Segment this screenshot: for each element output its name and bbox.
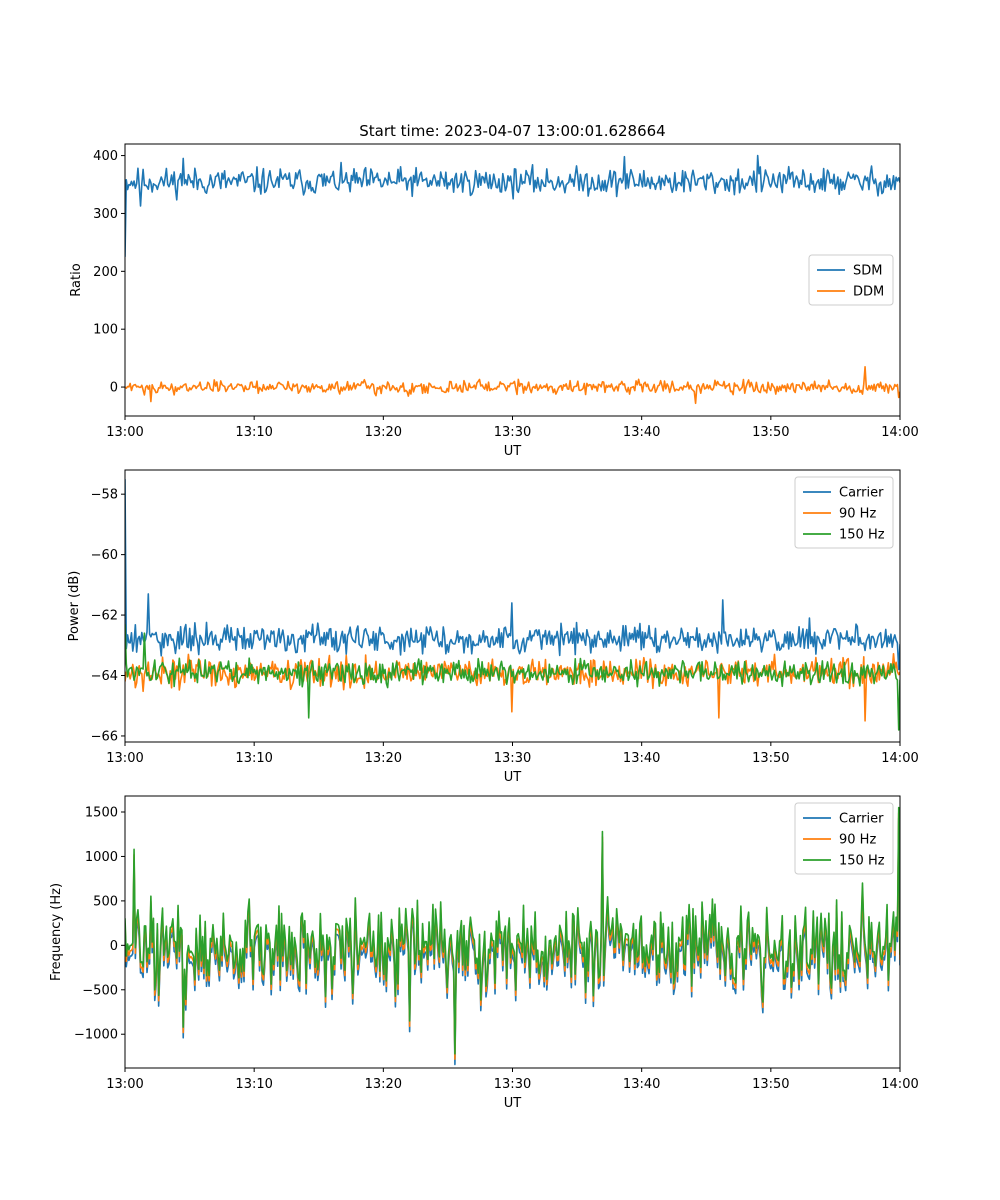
plot-area (125, 154, 900, 405)
plot-area (125, 806, 900, 1066)
legend-box (794, 802, 894, 875)
x-tick-label: 13:40 (623, 425, 660, 440)
panel-1: 13:00 13:10 13:20 13:30 13:40 13:50 14:00 0 100 2… (69, 122, 919, 459)
x-tick-label: 13:40 (623, 751, 660, 766)
series-line-150-hz (125, 624, 900, 731)
legend: Carrier 90 Hz 150 Hz (794, 476, 894, 549)
legend-label: Carrier (839, 486, 884, 501)
series-line-carrier (125, 817, 900, 1066)
x-tick-label: 13:10 (235, 1077, 272, 1092)
y-axis-label: Ratio (69, 263, 84, 296)
x-tick-label: 13:30 (494, 1077, 531, 1092)
x-tick-label: 13:40 (623, 1077, 660, 1092)
y-tick-label: 0 (110, 939, 118, 954)
y-tick-label: 0 (110, 381, 118, 396)
y-tick-label: −1000 (74, 1028, 118, 1043)
x-tick-label: 13:00 (106, 751, 143, 766)
y-axis-label: Frequency (Hz) (49, 883, 64, 981)
x-tick-label: 14:00 (881, 425, 918, 440)
y-tick-label: −64 (91, 669, 118, 684)
x-tick-label: 13:00 (106, 1077, 143, 1092)
y-tick-label: 500 (93, 894, 118, 909)
x-tick-label: 13:50 (752, 1077, 789, 1092)
y-tick-label: 400 (93, 149, 118, 164)
legend: Carrier 90 Hz 150 Hz (794, 802, 894, 875)
y-tick-label: −500 (82, 983, 118, 998)
x-axis-label: UT (504, 1096, 522, 1111)
y-tick-label: −66 (91, 729, 118, 744)
x-tick-label: 13:20 (365, 425, 402, 440)
series-line-ddm (125, 366, 900, 405)
y-tick-label: 100 (93, 323, 118, 338)
x-tick-label: 13:20 (365, 751, 402, 766)
axes-frame (124, 795, 901, 1069)
y-tick-label: −58 (91, 488, 118, 503)
legend-label: SDM (853, 264, 882, 279)
x-tick-label: 13:00 (106, 425, 143, 440)
x-tick-label: 14:00 (881, 751, 918, 766)
y-axis-label: Power (dB) (67, 571, 82, 642)
series-line-90-hz (125, 812, 900, 1060)
legend-label: 90 Hz (839, 507, 876, 522)
y-tick-label: 300 (93, 207, 118, 222)
panel-2: 13:00 13:10 13:20 13:30 13:40 13:50 14:00 −66 −6… (67, 469, 919, 785)
legend-box (808, 254, 894, 306)
x-tick-label: 13:50 (752, 425, 789, 440)
panel-3: 13:00 13:10 13:20 13:30 13:40 13:50 14:00 −1000… (49, 795, 919, 1111)
y-tick-label: 1000 (85, 850, 118, 865)
x-axis-label: UT (504, 444, 522, 459)
x-tick-label: 13:10 (235, 425, 272, 440)
legend-label: 150 Hz (839, 854, 885, 869)
x-axis-label: UT (504, 770, 522, 785)
chart-title: Start time: 2023-04-07 13:00:01.628664 (359, 122, 665, 140)
series-line-carrier (125, 479, 900, 671)
x-tick-label: 14:00 (881, 1077, 918, 1092)
series-line-sdm (125, 154, 900, 257)
legend-label: Carrier (839, 812, 884, 827)
legend: SDM DDM (808, 254, 894, 306)
legend-label: 150 Hz (839, 528, 885, 543)
legend-label: DDM (853, 285, 884, 300)
x-tick-label: 13:10 (235, 751, 272, 766)
x-tick-label: 13:20 (365, 1077, 402, 1092)
series-line-150-hz (125, 806, 900, 1055)
y-tick-label: 200 (93, 265, 118, 280)
legend-label: 90 Hz (839, 833, 876, 848)
plot-area (125, 479, 900, 731)
y-tick-label: 1500 (85, 806, 118, 821)
x-tick-label: 13:50 (752, 751, 789, 766)
legend-box (794, 476, 894, 549)
x-tick-label: 13:30 (494, 751, 531, 766)
y-tick-label: −62 (91, 609, 118, 624)
x-tick-label: 13:30 (494, 425, 531, 440)
y-tick-label: −60 (91, 548, 118, 563)
